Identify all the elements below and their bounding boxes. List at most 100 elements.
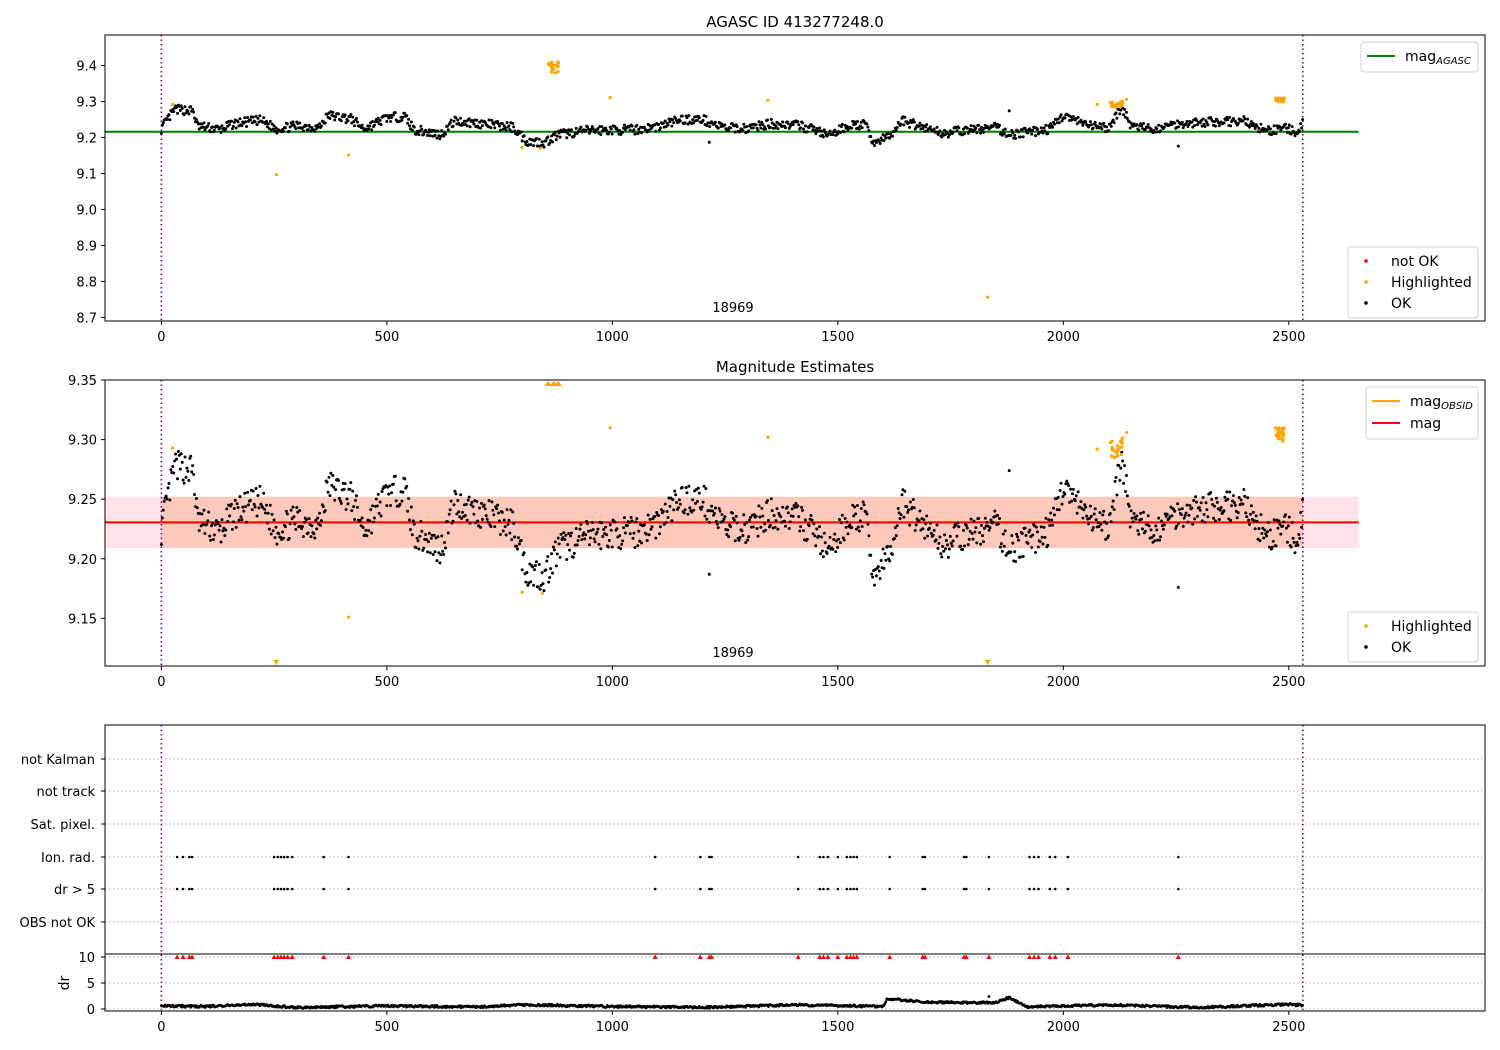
ok-point	[371, 120, 375, 124]
ok-point	[1123, 464, 1127, 468]
ion-rad-flag-point	[1028, 855, 1031, 859]
ok-point	[178, 467, 182, 471]
ok-point	[911, 118, 915, 122]
ok-point	[241, 505, 245, 509]
ok-point	[758, 123, 762, 127]
magnitude-ytick-label: 9.25	[68, 493, 97, 508]
ok-point	[774, 519, 778, 523]
ok-point	[1157, 123, 1161, 127]
agasc-xtick-label: 1000	[596, 330, 629, 345]
ok-point	[814, 132, 818, 136]
ok-point	[1290, 520, 1294, 524]
ok-point	[522, 134, 526, 138]
ok-point	[548, 141, 552, 145]
ok-point	[692, 508, 696, 512]
agasc-plot-frame	[104, 34, 1486, 322]
dr-gt-5-flag-point	[818, 887, 822, 891]
ok-point	[536, 585, 540, 589]
ok-point	[316, 516, 320, 520]
ok-point	[463, 513, 467, 517]
ok-point	[557, 542, 561, 546]
ok-point	[1051, 523, 1055, 527]
ok-point	[1105, 521, 1109, 525]
ok-point	[684, 486, 688, 490]
ok-point	[271, 529, 275, 533]
ok-point	[1069, 118, 1073, 122]
magnitude-xtick-label: 1500	[821, 675, 854, 690]
ok-point	[1176, 144, 1180, 148]
ok-point	[504, 128, 508, 132]
ok-point	[365, 534, 369, 538]
ok-point	[670, 124, 674, 128]
ok-point	[586, 125, 590, 129]
ok-point	[244, 505, 248, 509]
ok-point	[261, 506, 265, 510]
ok-point	[659, 508, 663, 512]
ok-point	[1295, 540, 1299, 544]
ok-point	[361, 526, 365, 530]
agasc-xtick-label: 0	[157, 330, 165, 345]
ok-point	[165, 117, 169, 121]
ok-point	[519, 130, 523, 134]
dr-over-limit-marker	[289, 954, 295, 959]
ok-point	[290, 517, 294, 521]
ok-point	[600, 125, 604, 129]
magnitude-obsid-label: 18969	[712, 646, 753, 661]
ok-point	[755, 126, 759, 130]
highlighted-point	[1116, 447, 1120, 451]
ion-rad-flag-point	[1053, 855, 1057, 859]
magnitude-line-legend-label: mag	[1410, 416, 1441, 432]
ok-point	[663, 502, 667, 506]
ok-point	[604, 525, 608, 529]
ok-point	[263, 507, 267, 511]
ok-point	[900, 493, 904, 497]
ok-point	[805, 130, 809, 134]
ok-point	[757, 504, 761, 508]
ion-rad-flag-point	[175, 855, 179, 859]
ion-rad-flag-point	[322, 855, 326, 859]
highlighted-point	[274, 172, 278, 177]
ok-point	[906, 510, 910, 514]
ok-point	[701, 500, 705, 504]
ok-point	[508, 531, 512, 535]
ok-point	[606, 545, 610, 549]
dr-over-limit-marker	[844, 954, 850, 959]
ok-point	[195, 506, 199, 510]
ok-point	[755, 526, 759, 530]
ok-point	[1206, 515, 1210, 519]
ok-point	[812, 125, 816, 129]
ion-rad-flag-point	[796, 855, 800, 859]
ok-point	[465, 124, 469, 128]
ok-point	[1176, 502, 1180, 506]
ok-point	[865, 122, 869, 126]
ok-point	[791, 514, 795, 518]
ok-point	[676, 506, 680, 510]
ok-point	[955, 534, 959, 538]
highlighted-point	[608, 95, 612, 100]
ok-point	[747, 518, 751, 522]
ok-point	[1226, 118, 1230, 122]
ok-point	[631, 536, 635, 540]
ok-point	[256, 116, 260, 120]
ok-point	[1101, 513, 1105, 517]
ok-point	[1247, 518, 1251, 522]
ok-point	[292, 515, 296, 519]
agasc-panel: AGASC ID 413277248.0 0 500 1000 1500 2000 250…	[76, 13, 1486, 345]
ok-point	[869, 553, 873, 557]
ion-rad-flag-point	[962, 855, 966, 859]
ion-rad-flag-point	[855, 855, 859, 859]
ok-point	[351, 489, 355, 493]
flag-row-label: not Kalman	[21, 753, 95, 768]
ok-point	[991, 520, 995, 524]
ok-point	[449, 118, 453, 122]
ok-point	[350, 509, 354, 513]
ok-point	[452, 503, 456, 507]
ok-point	[769, 497, 773, 501]
ok-point	[325, 480, 329, 484]
ok-point	[895, 126, 899, 130]
ok-point	[425, 550, 429, 554]
ok-point	[390, 116, 394, 120]
ok-point	[1114, 475, 1118, 479]
ok-point	[723, 123, 727, 127]
ok-point	[510, 130, 514, 134]
